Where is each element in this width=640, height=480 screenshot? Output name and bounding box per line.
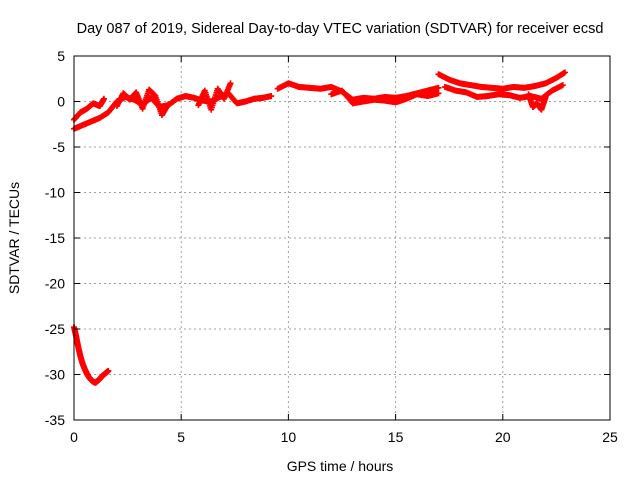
y-tick-label: -35 (45, 412, 65, 428)
data-point (268, 93, 275, 100)
x-tick-label: 20 (495, 429, 511, 445)
y-tick-label: -5 (53, 139, 66, 155)
data-point (561, 69, 568, 76)
x-tick-label: 0 (70, 429, 78, 445)
data-points (71, 69, 568, 386)
series-group (525, 91, 549, 113)
data-point (542, 93, 549, 100)
y-tick-label: -30 (45, 367, 65, 383)
x-tick-label: 5 (177, 429, 185, 445)
series-group (113, 86, 172, 119)
y-tick-label: 0 (57, 94, 65, 110)
y-tick-label: -10 (45, 185, 65, 201)
series-group (71, 95, 108, 123)
y-tick-label: -15 (45, 230, 65, 246)
axes (73, 55, 611, 421)
data-point (559, 82, 566, 89)
data-point (165, 101, 172, 108)
chart-title: Day 087 of 2019, Sidereal Day-to-day VTE… (77, 21, 604, 37)
data-point (435, 90, 442, 97)
y-tick-label: 5 (57, 48, 65, 64)
series-group (435, 69, 568, 92)
data-point (105, 367, 112, 374)
x-tick-label: 25 (602, 429, 618, 445)
series-group (71, 324, 112, 386)
grid-lines (74, 56, 610, 420)
y-axis-label: SDTVAR / TECUs (6, 182, 22, 294)
y-tick-label: -25 (45, 321, 65, 337)
series-group (195, 80, 234, 113)
data-point (227, 80, 234, 87)
x-axis-label: GPS time / hours (287, 458, 394, 474)
tick-labels: 0 5 10 15 20 25 5 0 -5 -10 -15 -20 -25 -30 -35 (45, 48, 618, 445)
x-tick-label: 10 (281, 429, 297, 445)
data-point (101, 95, 108, 102)
data-point (435, 84, 442, 91)
series-group (328, 87, 442, 107)
y-tick-label: -20 (45, 276, 65, 292)
x-tick-label: 15 (388, 429, 404, 445)
